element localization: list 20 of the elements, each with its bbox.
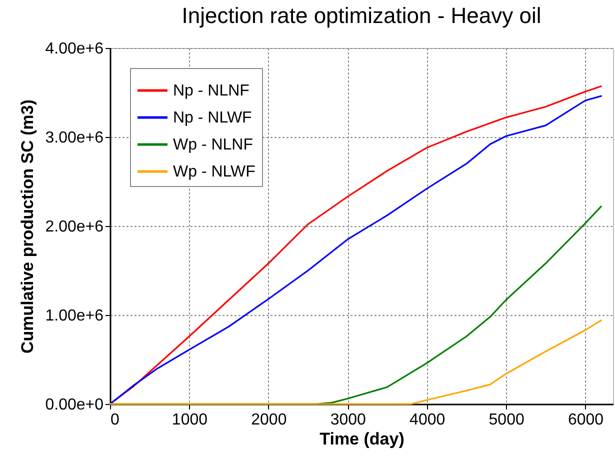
legend-label: Np - NLNF xyxy=(173,82,250,100)
y-tick-label: 1.00e+6 xyxy=(45,308,104,324)
x-tick-label: 1000 xyxy=(172,412,208,428)
x-tick-label: 0 xyxy=(110,412,120,428)
y-tick-label: 3.00e+6 xyxy=(45,130,104,146)
x-tick-label: 4000 xyxy=(410,412,446,428)
x-tick-label: 3000 xyxy=(330,412,366,428)
y-tick-label: 0.00e+0 xyxy=(45,396,104,414)
x-tick-label: 2000 xyxy=(251,412,287,428)
y-axis-title: Cumulative production SC (m3) xyxy=(18,99,38,354)
y-tick-label: 4.00e+6 xyxy=(45,40,104,58)
legend-label: Np - NLWF xyxy=(173,110,252,126)
legend-label: Wp - NLWF xyxy=(173,164,256,180)
chart-title: Injection rate optimization - Heavy oil xyxy=(182,3,542,28)
legend-label: Wp - NLNF xyxy=(173,136,254,154)
y-tick-label: 2.00e+6 xyxy=(45,218,104,236)
x-tick-label: 6000 xyxy=(568,412,604,428)
x-axis-title: Time (day) xyxy=(320,430,404,448)
line-series xyxy=(109,320,602,405)
x-tick-label: 5000 xyxy=(488,412,524,428)
